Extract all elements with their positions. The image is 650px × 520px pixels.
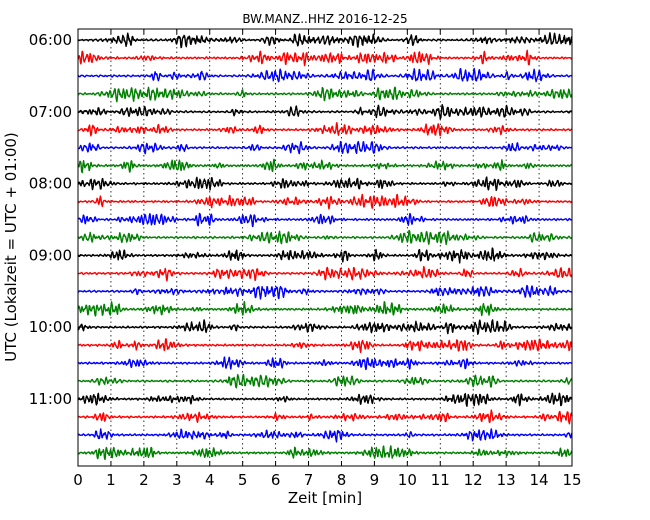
x-tick-label: 15 [562, 471, 581, 489]
x-tick-label: 8 [337, 471, 347, 489]
x-tick-label: 5 [238, 471, 248, 489]
seismic-trace [77, 193, 573, 210]
axis-ticks [77, 29, 573, 466]
x-tick-label: 3 [172, 471, 182, 489]
seismic-trace [77, 392, 573, 408]
y-tick-label: 09:00 [29, 246, 72, 264]
x-tick-label: 9 [370, 471, 380, 489]
seismic-trace [77, 229, 573, 246]
seismic-trace [77, 319, 573, 335]
y-axis-label: UTC (Lokalzeit = UTC + 01:00) [2, 132, 20, 362]
plot-frame [77, 28, 573, 467]
seismic-trace [77, 284, 573, 300]
seismic-trace [77, 67, 573, 83]
x-tick-labels: 0 1 2 3 4 5 6 7 8 9 10 11 12 13 14 15 [73, 471, 581, 489]
x-tick-label: 7 [304, 471, 314, 489]
seismic-trace [77, 212, 573, 228]
seismic-trace [77, 338, 573, 354]
seismic-trace [77, 32, 573, 49]
seismic-trace [77, 373, 573, 389]
x-tick-label: 13 [497, 471, 516, 489]
x-axis-label: Zeit [min] [288, 489, 362, 507]
seismic-trace [77, 140, 573, 155]
seismic-trace [77, 428, 573, 443]
seismic-trace [77, 356, 573, 371]
x-tick-label: 1 [106, 471, 116, 489]
y-tick-label: 11:00 [29, 390, 72, 408]
x-tick-label: 14 [530, 471, 549, 489]
y-tick-labels: 06:00 07:00 08:00 09:00 10:00 11:00 [29, 31, 72, 408]
y-tick-label: 06:00 [29, 31, 72, 49]
x-tick-label: 11 [431, 471, 450, 489]
seismic-trace [77, 247, 573, 264]
x-tick-label: 10 [398, 471, 417, 489]
x-tick-label: 4 [205, 471, 215, 489]
x-tick-label: 12 [464, 471, 483, 489]
seismic-trace [77, 445, 573, 461]
seismic-trace [77, 409, 573, 425]
seismic-trace [77, 122, 573, 137]
y-tick-label: 10:00 [29, 318, 72, 336]
x-tick-label: 2 [139, 471, 149, 489]
seismic-trace [77, 103, 573, 120]
seismic-trace [77, 158, 573, 174]
y-tick-label: 07:00 [29, 103, 72, 121]
seismic-trace [77, 49, 573, 67]
seismic-trace [77, 176, 573, 192]
seismic-traces [77, 32, 573, 461]
x-tick-label: 6 [271, 471, 281, 489]
chart-title: BW.MANZ..HHZ 2016-12-25 [242, 12, 407, 26]
seismic-trace [77, 265, 573, 282]
x-tick-label: 0 [73, 471, 83, 489]
y-tick-label: 08:00 [29, 175, 72, 193]
seismic-trace [77, 300, 573, 317]
seismic-trace [77, 86, 573, 103]
